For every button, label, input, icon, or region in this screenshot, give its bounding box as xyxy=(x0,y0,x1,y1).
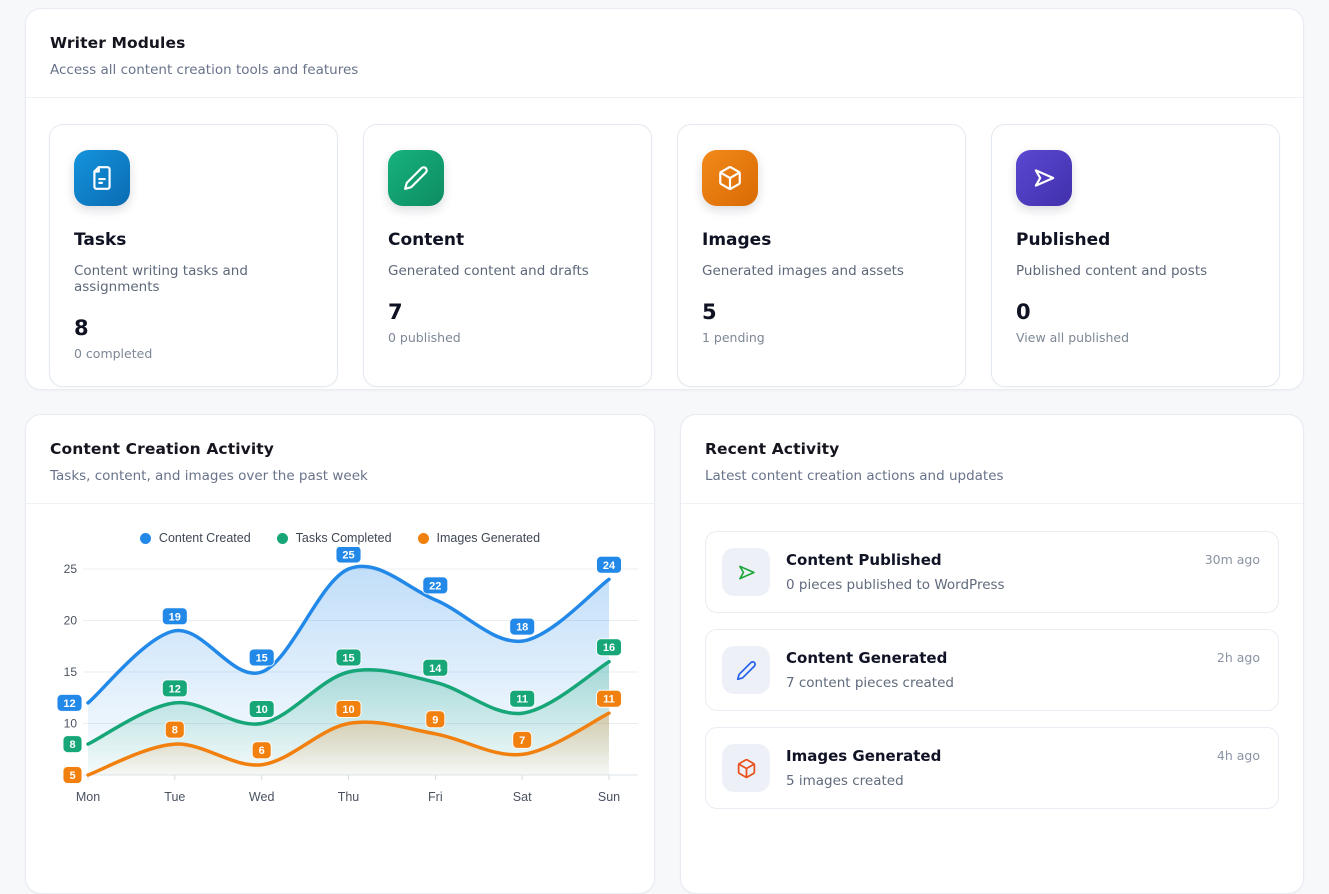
cube-icon xyxy=(722,744,770,792)
card-value: 8 xyxy=(74,316,89,340)
svg-text:9: 9 xyxy=(432,714,438,726)
activity-title: Content Generated xyxy=(786,649,948,667)
send-icon xyxy=(722,548,770,596)
activity-timestamp: 2h ago xyxy=(1216,650,1260,665)
chart-legend: Content Created Tasks Completed Images Gen… xyxy=(26,531,654,545)
svg-text:10: 10 xyxy=(342,704,354,716)
svg-text:8: 8 xyxy=(69,739,75,751)
card-title: Images xyxy=(702,230,772,250)
card-stat: 1 pending xyxy=(702,330,765,345)
svg-text:25: 25 xyxy=(342,550,354,562)
legend-item[interactable]: Images Generated xyxy=(417,531,541,545)
legend-label: Tasks Completed xyxy=(295,531,392,545)
svg-text:11: 11 xyxy=(516,694,528,706)
svg-text:10: 10 xyxy=(256,704,268,716)
recent-activity-subtitle: Latest content creation actions and upda… xyxy=(705,468,1004,484)
svg-text:20: 20 xyxy=(64,614,78,628)
activity-item-images-generated[interactable]: Images Generated 5 images created 4h ago xyxy=(705,727,1279,809)
svg-text:8: 8 xyxy=(172,725,178,737)
svg-text:15: 15 xyxy=(64,665,78,679)
activity-text: Images Generated 5 images created xyxy=(786,747,1201,789)
legend-dot xyxy=(417,532,429,544)
cube-icon xyxy=(702,150,758,206)
svg-text:22: 22 xyxy=(429,580,441,592)
activity-timestamp: 4h ago xyxy=(1216,748,1260,763)
svg-text:25: 25 xyxy=(64,562,78,576)
card-stat: 0 completed xyxy=(74,346,153,361)
legend-dot xyxy=(139,532,151,544)
activity-description: 7 content pieces created xyxy=(786,675,954,691)
recent-activity-title: Recent Activity xyxy=(705,440,840,458)
svg-text:24: 24 xyxy=(603,560,616,572)
activity-text: Content Generated 7 content pieces creat… xyxy=(786,649,1201,691)
svg-text:6: 6 xyxy=(259,745,265,757)
svg-text:Sat: Sat xyxy=(513,790,532,804)
svg-text:14: 14 xyxy=(429,663,442,675)
activity-list: Content Published 0 pieces published to … xyxy=(681,504,1303,836)
card-title: Tasks xyxy=(74,230,127,250)
activity-item-content-generated[interactable]: Content Generated 7 content pieces creat… xyxy=(705,629,1279,711)
card-value: 7 xyxy=(388,300,403,324)
content-creation-activity-panel: Content Creation Activity Tasks, content… xyxy=(25,414,655,894)
svg-text:Thu: Thu xyxy=(338,790,360,804)
module-cards-row: Tasks Content writing tasks and assignme… xyxy=(26,98,1303,413)
activity-description: 5 images created xyxy=(786,773,904,789)
card-description: Generated content and drafts xyxy=(388,263,589,279)
document-icon xyxy=(74,150,130,206)
writer-modules-title: Writer Modules xyxy=(50,34,186,52)
module-card-tasks[interactable]: Tasks Content writing tasks and assignme… xyxy=(49,124,338,387)
svg-text:7: 7 xyxy=(519,735,525,747)
svg-text:Tue: Tue xyxy=(164,790,185,804)
chart-subtitle: Tasks, content, and images over the past… xyxy=(50,468,368,484)
writer-modules-subtitle: Access all content creation tools and fe… xyxy=(50,62,359,78)
module-card-content[interactable]: Content Generated content and drafts 7 0… xyxy=(363,124,652,387)
activity-item-content-published[interactable]: Content Published 0 pieces published to … xyxy=(705,531,1279,613)
chart-title: Content Creation Activity xyxy=(50,440,274,458)
activity-text: Content Published 0 pieces published to … xyxy=(786,551,1189,593)
module-card-published[interactable]: Published Published content and posts 0 … xyxy=(991,124,1280,387)
svg-text:Mon: Mon xyxy=(76,790,100,804)
recent-activity-panel: Recent Activity Latest content creation … xyxy=(680,414,1304,894)
module-card-images[interactable]: Images Generated images and assets 5 1 p… xyxy=(677,124,966,387)
svg-text:18: 18 xyxy=(516,622,528,634)
svg-text:Wed: Wed xyxy=(249,790,275,804)
card-stat: 0 published xyxy=(388,330,461,345)
card-description: Generated images and assets xyxy=(702,263,904,279)
svg-text:15: 15 xyxy=(256,653,268,665)
legend-item[interactable]: Tasks Completed xyxy=(276,531,392,545)
writer-modules-panel: Writer Modules Access all content creati… xyxy=(25,8,1304,390)
svg-text:10: 10 xyxy=(64,717,78,731)
svg-text:12: 12 xyxy=(169,683,181,695)
legend-dot xyxy=(276,532,288,544)
legend-label: Content Created xyxy=(158,531,251,545)
card-stat: View all published xyxy=(1016,330,1130,345)
activity-title: Images Generated xyxy=(786,747,942,765)
activity-line-chart: 5 10 15 20 25 Mon Tue Wed Thu Fri Sat Sun 12 19 15 25 22… xyxy=(56,547,638,804)
svg-text:19: 19 xyxy=(169,611,181,623)
legend-label: Images Generated xyxy=(436,531,541,545)
send-icon xyxy=(1016,150,1072,206)
card-description: Content writing tasks and assignments xyxy=(74,263,248,295)
svg-text:16: 16 xyxy=(603,642,615,654)
card-value: 0 xyxy=(1016,300,1031,324)
chart-header: Content Creation Activity Tasks, content… xyxy=(26,415,654,504)
activity-title: Content Published xyxy=(786,551,942,569)
activity-timestamp: 30m ago xyxy=(1204,552,1260,567)
pencil-icon xyxy=(722,646,770,694)
svg-text:11: 11 xyxy=(603,694,615,706)
svg-text:Fri: Fri xyxy=(428,790,443,804)
card-title: Content xyxy=(388,230,465,250)
card-value: 5 xyxy=(702,300,717,324)
legend-item[interactable]: Content Created xyxy=(139,531,251,545)
svg-text:15: 15 xyxy=(342,653,354,665)
svg-text:Sun: Sun xyxy=(598,790,620,804)
recent-activity-header: Recent Activity Latest content creation … xyxy=(681,415,1303,504)
svg-text:12: 12 xyxy=(63,698,75,710)
activity-description: 0 pieces published to WordPress xyxy=(786,577,1005,593)
svg-text:5: 5 xyxy=(69,770,75,782)
card-title: Published xyxy=(1016,230,1111,250)
card-description: Published content and posts xyxy=(1016,263,1208,279)
pencil-icon xyxy=(388,150,444,206)
writer-modules-header: Writer Modules Access all content creati… xyxy=(26,9,1303,98)
